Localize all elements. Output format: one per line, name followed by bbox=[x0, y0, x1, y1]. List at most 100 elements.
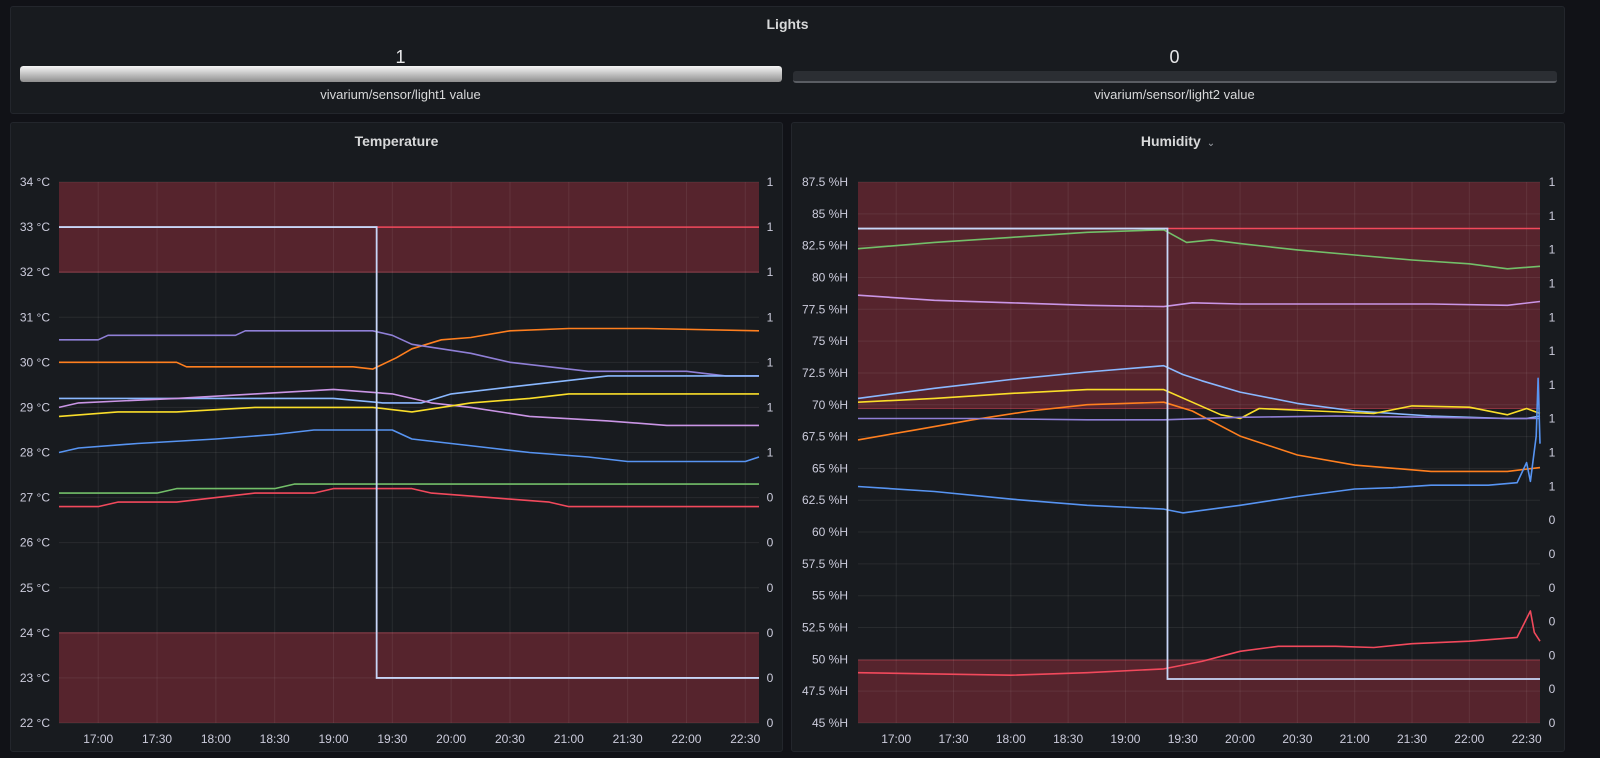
y-tick-label: 50 %H bbox=[812, 652, 848, 666]
x-tick-label: 18:30 bbox=[1053, 732, 1083, 746]
y-tick-label: 77.5 %H bbox=[802, 302, 848, 316]
x-tick-label: 19:00 bbox=[1110, 732, 1140, 746]
series-line-red[interactable] bbox=[59, 487, 759, 508]
right-axis-tick-label: 1 bbox=[767, 446, 774, 460]
right-axis-tick-label: 1 bbox=[1549, 479, 1556, 493]
x-tick-label: 20:30 bbox=[495, 732, 525, 746]
y-tick-label: 80 %H bbox=[812, 270, 848, 284]
y-tick-label: 70 %H bbox=[812, 398, 848, 412]
y-tick-label: 23 °C bbox=[20, 671, 50, 685]
series-line-pink_purple[interactable] bbox=[58, 388, 759, 427]
x-tick-label: 22:30 bbox=[1512, 732, 1542, 746]
x-tick-label: 17:30 bbox=[939, 732, 969, 746]
threshold-low-region bbox=[858, 660, 1540, 723]
right-axis-tick-label: 0 bbox=[1549, 682, 1556, 696]
right-axis-tick-label: 1 bbox=[1549, 412, 1556, 426]
light1-gauge-fill bbox=[20, 66, 782, 82]
light1-gauge-bar bbox=[20, 66, 782, 82]
x-tick-label: 17:00 bbox=[881, 732, 911, 746]
x-tick-label: 22:00 bbox=[671, 732, 701, 746]
series-line-blue[interactable] bbox=[857, 377, 1541, 514]
series-line-blue[interactable] bbox=[58, 429, 760, 463]
y-tick-label: 22 °C bbox=[20, 716, 50, 730]
y-tick-label: 26 °C bbox=[20, 536, 50, 550]
x-tick-label: 20:00 bbox=[436, 732, 466, 746]
right-axis-tick-label: 1 bbox=[1549, 175, 1556, 189]
light-state-step-line[interactable] bbox=[59, 226, 759, 679]
series-line-yellow[interactable] bbox=[857, 388, 1541, 420]
x-tick-label: 19:00 bbox=[318, 732, 348, 746]
right-axis-tick-label: 1 bbox=[1549, 344, 1556, 358]
y-tick-label: 75 %H bbox=[812, 334, 848, 348]
series-line-red[interactable] bbox=[857, 610, 1541, 676]
x-tick-label: 18:30 bbox=[260, 732, 290, 746]
chevron-down-icon[interactable]: ⌄ bbox=[1206, 138, 1216, 149]
x-tick-label: 21:30 bbox=[613, 732, 643, 746]
y-tick-label: 28 °C bbox=[20, 446, 50, 460]
humidity-chart[interactable]: 87.5 %H 85 %H 82.5 %H 80 %H 77.5 %H 75 %H 72.5… bbox=[792, 123, 1566, 753]
series-line-yellow[interactable] bbox=[58, 393, 759, 418]
right-axis-tick-label: 1 bbox=[1549, 378, 1556, 392]
series-line-pink_purple[interactable] bbox=[857, 294, 1541, 308]
y-tick-label: 55 %H bbox=[812, 589, 848, 603]
right-axis-tick-label: 1 bbox=[1549, 209, 1556, 223]
right-axis-tick-label: 1 bbox=[767, 220, 774, 234]
right-axis-tick-label: 0 bbox=[767, 491, 774, 505]
series-line-orange[interactable] bbox=[59, 327, 760, 370]
temperature-chart[interactable]: 34 °C 33 °C 32 °C 31 °C 30 °C 29 °C 28 °C 27 °C… bbox=[11, 123, 784, 753]
x-tick-label: 20:00 bbox=[1225, 732, 1255, 746]
right-axis-tick-label: 0 bbox=[1549, 615, 1556, 629]
series-line-orange[interactable] bbox=[857, 401, 1541, 473]
series-line-green[interactable] bbox=[857, 229, 1541, 270]
right-axis-tick-label: 1 bbox=[767, 355, 774, 369]
y-tick-label: 52.5 %H bbox=[802, 621, 848, 635]
y-tick-label: 24 °C bbox=[20, 626, 50, 640]
y-tick-label: 34 °C bbox=[20, 175, 50, 189]
threshold-high-region bbox=[858, 182, 1540, 409]
right-axis-tick-label: 0 bbox=[767, 581, 774, 595]
x-tick-label: 19:30 bbox=[377, 732, 407, 746]
right-axis-tick-label: 1 bbox=[1549, 446, 1556, 460]
x-tick-label: 19:30 bbox=[1168, 732, 1198, 746]
y-tick-label: 72.5 %H bbox=[802, 366, 848, 380]
humidity-panel-title[interactable]: Humidity ⌄ bbox=[792, 133, 1564, 149]
right-axis-tick-label: 0 bbox=[767, 716, 774, 730]
temperature-panel-title[interactable]: Temperature bbox=[354, 133, 439, 149]
humidity-panel: Humidity ⌄ 87.5 %H 85 %H 82.5 %H 80 %H 77.5 %… bbox=[791, 122, 1565, 752]
y-tick-label: 47.5 %H bbox=[802, 684, 848, 698]
right-axis-tick-label: 0 bbox=[1549, 648, 1556, 662]
y-tick-label: 62.5 %H bbox=[802, 493, 848, 507]
x-tick-label: 17:00 bbox=[83, 732, 113, 746]
y-tick-label: 57.5 %H bbox=[802, 557, 848, 571]
lights-panel-title[interactable]: Lights bbox=[766, 16, 809, 32]
light2-gauge-value: 0 bbox=[1169, 47, 1180, 67]
y-tick-label: 45 %H bbox=[812, 716, 848, 730]
series-line-purple[interactable] bbox=[59, 330, 759, 377]
right-axis-tick-label: 1 bbox=[767, 175, 774, 189]
humidity-title-text: Humidity bbox=[1140, 133, 1201, 149]
light1-gauge-label: vivarium/sensor/light1 value bbox=[320, 87, 481, 102]
x-tick-label: 17:30 bbox=[142, 732, 172, 746]
right-axis-tick-label: 0 bbox=[767, 626, 774, 640]
temperature-panel: Temperature 34 °C 33 °C 32 °C 31 °C 30 °C 29 … bbox=[10, 122, 783, 752]
x-tick-label: 20:30 bbox=[1282, 732, 1312, 746]
right-axis-tick-label: 1 bbox=[1549, 310, 1556, 324]
series-line-purple[interactable] bbox=[858, 415, 1540, 421]
right-axis-tick-label: 1 bbox=[767, 400, 774, 414]
y-tick-label: 87.5 %H bbox=[802, 175, 848, 189]
right-axis-tick-label: 1 bbox=[767, 265, 774, 279]
light-state-step-line[interactable] bbox=[858, 227, 1540, 680]
y-tick-label: 32 °C bbox=[20, 265, 50, 279]
y-tick-label: 29 °C bbox=[20, 400, 50, 414]
right-axis-tick-label: 0 bbox=[767, 671, 774, 685]
series-line-green[interactable] bbox=[59, 483, 759, 494]
series-line-light_blue[interactable] bbox=[59, 375, 759, 404]
x-tick-label: 18:00 bbox=[996, 732, 1026, 746]
light1-gauge-value: 1 bbox=[395, 47, 406, 67]
right-axis-tick-label: 0 bbox=[767, 536, 774, 550]
x-tick-label: 22:30 bbox=[730, 732, 760, 746]
y-tick-label: 33 °C bbox=[20, 220, 50, 234]
y-tick-label: 65 %H bbox=[812, 461, 848, 475]
y-tick-label: 27 °C bbox=[20, 491, 50, 505]
x-tick-label: 21:30 bbox=[1397, 732, 1427, 746]
